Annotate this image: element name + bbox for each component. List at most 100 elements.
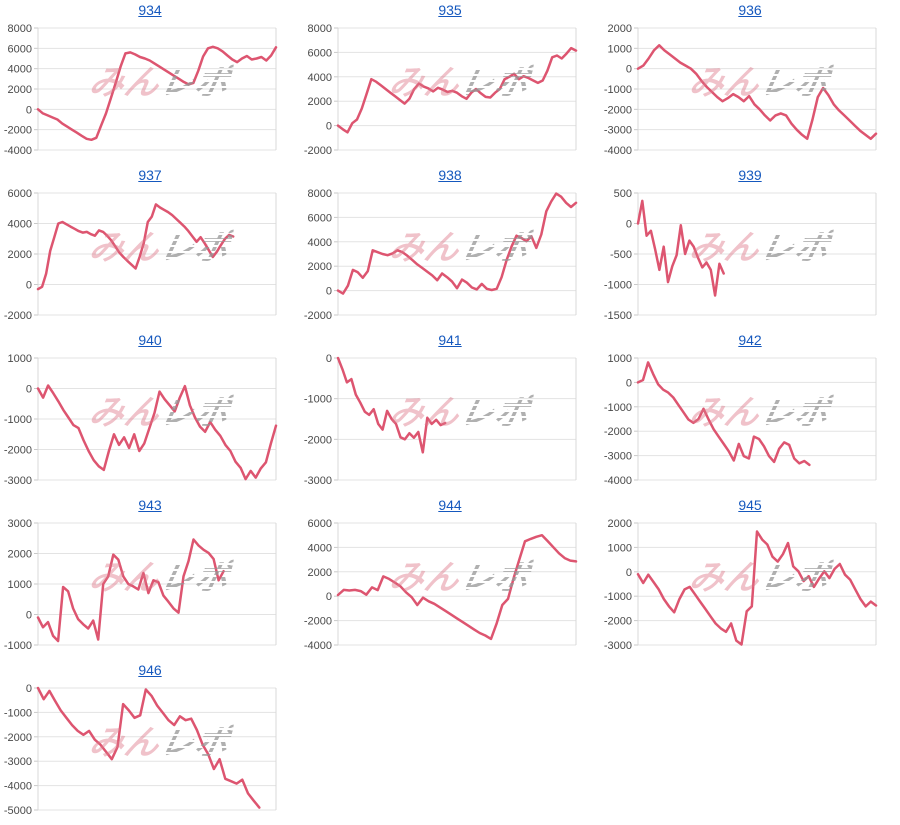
chart-link-940[interactable]: 940: [138, 332, 162, 348]
y-tick-label: 2000: [8, 84, 32, 96]
y-tick-label: 3000: [8, 518, 32, 530]
chart-cell-940: 940 1000 0 -1000 -2000 -3000 みんレポ: [0, 330, 300, 495]
y-tick-label: -2000: [604, 426, 632, 438]
y-tick-label: -1000: [4, 414, 32, 426]
y-tick-label: 4000: [8, 64, 32, 76]
y-tick-label: -2000: [4, 732, 32, 744]
y-tick-label: 2000: [8, 249, 32, 261]
y-tick-label: 0: [326, 591, 332, 603]
chart-cell-941: 941 0 -1000 -2000 -3000 みんレポ: [300, 330, 600, 495]
y-tick-label: -3000: [4, 756, 32, 768]
chart-link-946[interactable]: 946: [138, 662, 162, 678]
y-tick-label: -2000: [604, 104, 632, 116]
y-tick-label: 6000: [308, 47, 332, 59]
slump-line: [36, 45, 278, 142]
y-tick-label: -2000: [4, 310, 32, 322]
y-tick-label: -4000: [4, 145, 32, 157]
y-tick-label: -4000: [604, 475, 632, 487]
y-tick-label: 4000: [308, 72, 332, 84]
chart-link-938[interactable]: 938: [438, 167, 462, 183]
chart-link-942[interactable]: 942: [738, 332, 762, 348]
y-tick-label: -1000: [604, 84, 632, 96]
y-tick-label: -3000: [604, 451, 632, 463]
y-tick-label: -2000: [4, 445, 32, 457]
y-tick-label: -4000: [604, 145, 632, 157]
y-tick-label: -1000: [604, 402, 632, 414]
chart-cell-934: 934 8000 6000 4000 2000 0 -2000 -4000 みんレポ: [0, 0, 300, 165]
chart-cell-939: 939 500 0 -500 -1000 -1500 みんレポ: [600, 165, 900, 330]
y-tick-label: -500: [610, 249, 632, 261]
slump-line: [636, 44, 878, 141]
line-chart-936: 2000 1000 0 -1000 -2000 -3000 -4000: [604, 23, 878, 157]
y-tick-label: -5000: [4, 805, 32, 817]
chart-link-941[interactable]: 941: [438, 332, 462, 348]
y-tick-label: 8000: [308, 23, 332, 35]
y-tick-label: 1000: [8, 353, 32, 365]
slump-line: [36, 538, 225, 643]
y-tick-label: -1000: [4, 640, 32, 652]
y-tick-label: 0: [26, 683, 32, 695]
y-tick-label: 2000: [608, 518, 632, 530]
chart-link-934[interactable]: 934: [138, 2, 162, 18]
chart-cell-937: 937 6000 4000 2000 0 -2000 みんレポ: [0, 165, 300, 330]
y-tick-label: -1000: [604, 280, 632, 292]
y-tick-label: 1000: [608, 542, 632, 554]
slump-line: [636, 199, 725, 297]
line-chart-942: 1000 0 -1000 -2000 -3000 -4000: [604, 353, 877, 487]
chart-cell-943: 943 3000 2000 1000 0 -1000 みんレポ: [0, 495, 300, 660]
chart-link-944[interactable]: 944: [438, 497, 462, 513]
y-tick-label: -2000: [304, 434, 332, 446]
line-chart-946: 0 -1000 -2000 -3000 -4000 -5000: [4, 683, 277, 817]
line-chart-944: 6000 4000 2000 0 -2000 -4000: [304, 518, 578, 652]
y-tick-label: 0: [26, 104, 32, 116]
slump-line: [636, 361, 811, 467]
y-tick-label: -3000: [604, 125, 632, 137]
y-tick-label: 2000: [308, 96, 332, 108]
chart-cell-945: 945 2000 1000 0 -1000 -2000 -3000 みんレポ: [600, 495, 900, 660]
y-tick-label: -1000: [604, 591, 632, 603]
y-tick-label: 1000: [8, 579, 32, 591]
y-tick-label: 6000: [308, 518, 332, 530]
line-chart-934: 8000 6000 4000 2000 0 -2000 -4000: [4, 23, 278, 157]
y-tick-label: 4000: [308, 237, 332, 249]
y-tick-label: 6000: [8, 188, 32, 200]
line-chart-940: 1000 0 -1000 -2000 -3000: [4, 353, 278, 487]
y-tick-label: 8000: [308, 188, 332, 200]
y-tick-label: 500: [614, 188, 632, 200]
y-tick-label: 1000: [608, 43, 632, 55]
chart-link-945[interactable]: 945: [738, 497, 762, 513]
line-chart-945: 2000 1000 0 -1000 -2000 -3000: [604, 518, 878, 652]
y-tick-label: 6000: [308, 212, 332, 224]
line-chart-938: 8000 6000 4000 2000 0 -2000: [304, 188, 578, 322]
slump-line: [36, 686, 261, 809]
slump-line: [36, 384, 278, 481]
y-tick-label: -1500: [604, 310, 632, 322]
chart-cell-942: 942 1000 0 -1000 -2000 -3000 -4000 みんレポ: [600, 330, 900, 495]
line-chart-937: 6000 4000 2000 0 -2000: [4, 188, 277, 322]
y-tick-label: -2000: [304, 310, 332, 322]
slump-line: [36, 203, 235, 291]
y-tick-label: 0: [626, 64, 632, 76]
y-tick-label: 2000: [8, 549, 32, 561]
y-tick-label: 0: [26, 280, 32, 292]
chart-link-935[interactable]: 935: [438, 2, 462, 18]
y-tick-label: 0: [326, 286, 332, 298]
y-tick-label: 0: [26, 610, 32, 622]
y-tick-label: -4000: [304, 640, 332, 652]
y-tick-label: 2000: [308, 567, 332, 579]
y-tick-label: 8000: [8, 23, 32, 35]
chart-link-936[interactable]: 936: [738, 2, 762, 18]
chart-link-943[interactable]: 943: [138, 497, 162, 513]
y-tick-label: 1000: [608, 353, 632, 365]
chart-cell-946: 946 0 -1000 -2000 -3000 -4000 -5000 みんレポ: [0, 660, 300, 825]
chart-cell-935: 935 8000 6000 4000 2000 0 -2000 みんレポ: [300, 0, 600, 165]
y-tick-label: 2000: [608, 23, 632, 35]
y-tick-label: 0: [626, 219, 632, 231]
slump-line: [336, 533, 578, 641]
y-tick-label: -2000: [4, 125, 32, 137]
chart-link-939[interactable]: 939: [738, 167, 762, 183]
chart-cell-938: 938 8000 6000 4000 2000 0 -2000 みんレポ: [300, 165, 600, 330]
y-tick-label: 0: [326, 353, 332, 365]
chart-link-937[interactable]: 937: [138, 167, 162, 183]
line-chart-935: 8000 6000 4000 2000 0 -2000: [304, 23, 578, 157]
